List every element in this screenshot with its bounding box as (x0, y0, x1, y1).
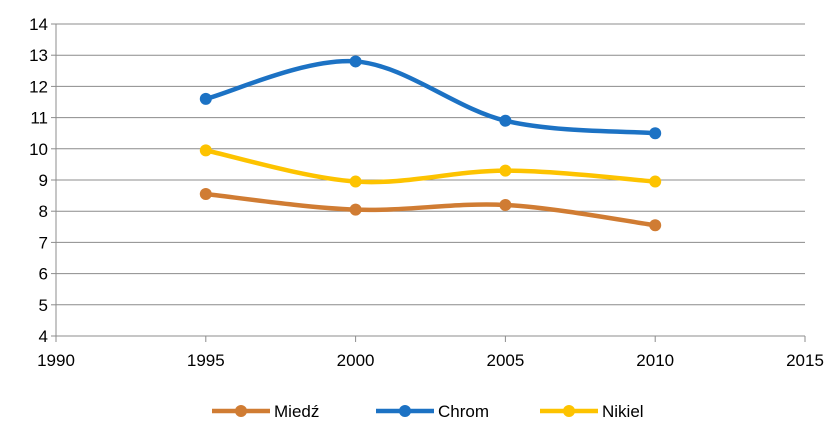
data-point (499, 164, 512, 177)
y-tick-label: 9 (39, 171, 48, 190)
series-line (203, 59, 658, 136)
y-tick-label: 4 (39, 327, 48, 346)
axes: 4 5 6 7 8 9 10 11 12 13 14 1990 1995 2000 2005 2010 2015 (29, 15, 824, 370)
gridlines (56, 23, 805, 306)
y-tick-label: 7 (39, 233, 48, 252)
data-point (349, 175, 362, 188)
data-point (649, 127, 662, 140)
y-tick-label: 5 (39, 296, 48, 315)
x-tick-label: 2015 (786, 351, 824, 370)
y-tick-label: 11 (30, 109, 48, 128)
legend-marker (399, 405, 411, 417)
data-point (199, 92, 212, 105)
x-tick-label: 1990 (37, 351, 75, 370)
series-line (203, 191, 658, 228)
data-point (349, 203, 362, 216)
data-point (199, 144, 212, 157)
data-point (649, 175, 662, 188)
y-tick-label: 13 (29, 46, 48, 65)
data-point (199, 188, 212, 201)
x-tick-label: 2010 (636, 351, 674, 370)
x-tick-label: 1995 (187, 351, 225, 370)
y-tick-label: 12 (29, 77, 48, 96)
data-point (349, 55, 362, 68)
legend-marker (563, 405, 575, 417)
legend-marker (235, 405, 247, 417)
x-tick-label: 2005 (486, 351, 524, 370)
data-point (499, 114, 512, 127)
y-tick-label: 10 (29, 140, 48, 159)
y-tick-label: 8 (39, 202, 48, 221)
data-point (649, 219, 662, 232)
legend-label: Nikiel (602, 402, 644, 421)
series-lines (199, 55, 662, 232)
x-tick-label: 2000 (337, 351, 375, 370)
legend-label: Chrom (438, 402, 489, 421)
series-line (203, 148, 658, 185)
legend-label: Miedź (274, 402, 319, 421)
data-point (499, 198, 512, 211)
y-tick-label: 6 (39, 265, 48, 284)
legend: Miedź Chrom Nikiel (212, 402, 644, 421)
y-tick-label: 14 (29, 15, 48, 34)
